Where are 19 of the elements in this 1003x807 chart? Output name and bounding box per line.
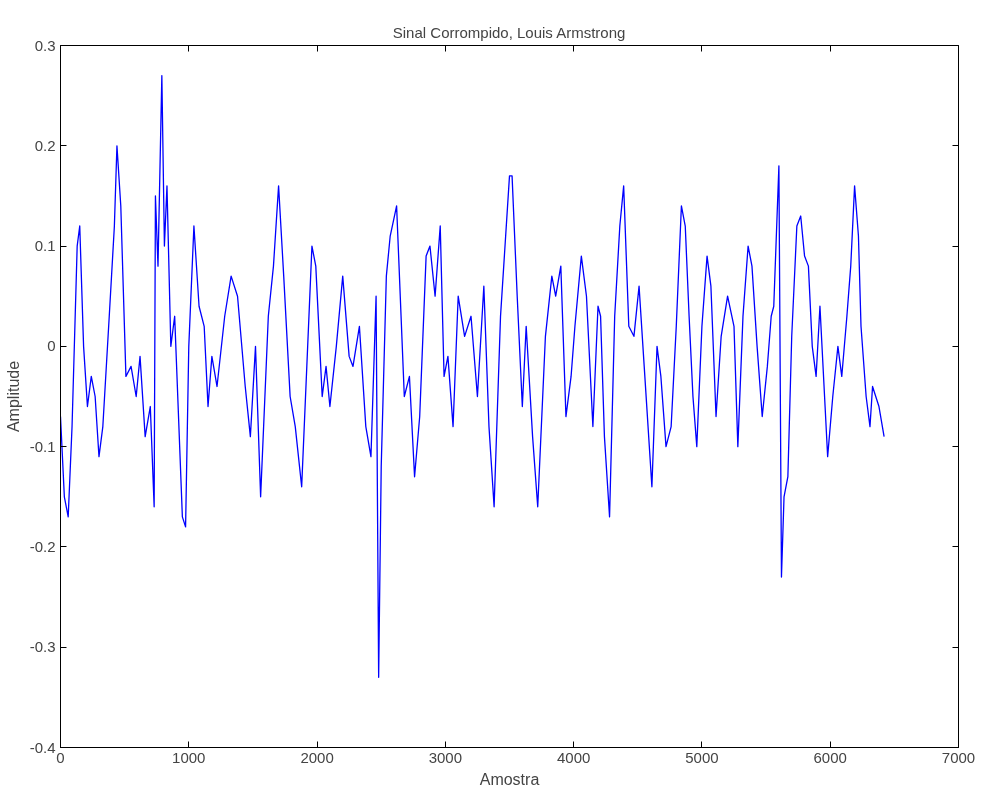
line-series (60, 74, 885, 678)
x-tick-label: 3000 (428, 748, 463, 766)
y-tick-label: -0.1 (29, 437, 56, 455)
y-tick-label: 0.2 (34, 136, 56, 154)
x-axis-title: Amostra (479, 770, 540, 788)
y-tick-label: 0.1 (34, 237, 56, 255)
y-tick-label: 0.3 (34, 36, 56, 54)
x-tick-label: 6000 (813, 748, 847, 766)
y-tick-label: -0.4 (29, 738, 56, 756)
y-tick-label: 0 (47, 337, 56, 355)
x-tick-label: 7000 (941, 748, 976, 766)
x-tick-label: 2000 (300, 748, 334, 766)
x-tick-label: 4000 (556, 748, 591, 766)
y-axis-title: Amplitude (4, 360, 22, 433)
y-tick-label: -0.2 (29, 537, 56, 555)
x-tick-label: 5000 (685, 748, 719, 766)
chart-title: Sinal Corrompido, Louis Armstrong (392, 23, 626, 41)
x-tick-label: 1000 (172, 748, 206, 766)
y-tick-label: -0.3 (29, 638, 56, 656)
